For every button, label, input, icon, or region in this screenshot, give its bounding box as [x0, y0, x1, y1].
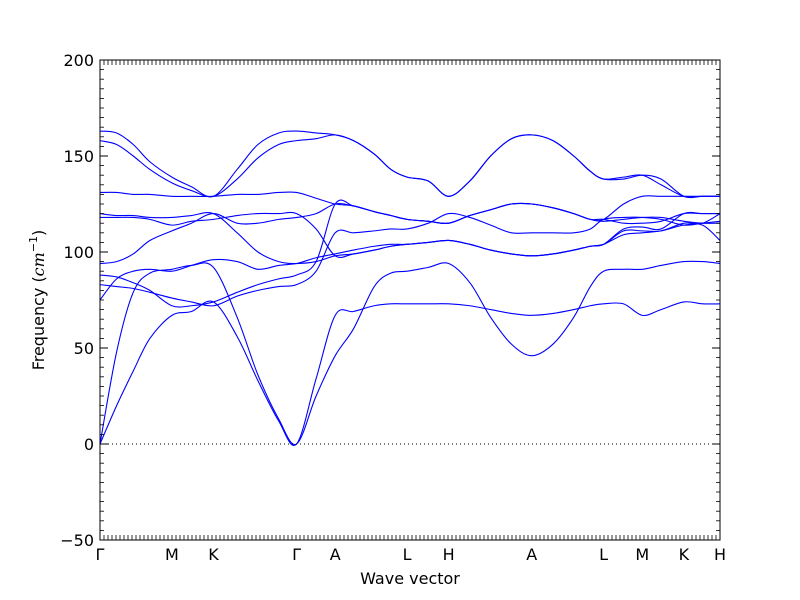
phonon-branch-9: [99, 191, 720, 225]
y-tick-label: 150: [63, 147, 94, 166]
series-layer: [99, 130, 721, 447]
x-tick-label: M: [165, 545, 179, 564]
y-axis-label-unit: cm: [29, 252, 48, 276]
x-tick-label: Γ: [96, 545, 105, 564]
phonon-branch-5: [99, 199, 721, 308]
y-tick-label: 100: [63, 243, 94, 262]
phonon-branch-4: [99, 212, 721, 307]
y-tick-label: 200: [63, 51, 94, 70]
y-axis-label-exponent: −1: [27, 236, 40, 252]
x-tick-label: Γ: [292, 545, 301, 564]
phonon-branch-7: [99, 212, 721, 265]
y-axis-label: Frequency (cm−1): [27, 230, 48, 371]
y-tick-label: 50: [74, 339, 94, 358]
tick-label-layer: −50 0 50 100 150 200 Γ M K Γ A L H A L M K H: [60, 51, 726, 564]
phonon-branch-11: [99, 130, 720, 198]
x-tick-label: K: [208, 545, 219, 564]
phonon-branch-3: [99, 223, 721, 301]
x-tick-label: A: [330, 545, 341, 564]
x-tick-label: M: [635, 545, 649, 564]
phonon-branch-1: [99, 260, 721, 446]
x-tick-label: L: [403, 545, 412, 564]
y-tick-label: −50: [60, 531, 94, 550]
x-tick-label: H: [714, 545, 726, 564]
y-axis-label-close: ): [29, 230, 48, 236]
x-tick-label: L: [599, 545, 608, 564]
tick-layer: [99, 59, 721, 541]
x-tick-label: H: [443, 545, 455, 564]
y-tick-label: 0: [84, 435, 94, 454]
plot-frame: [99, 59, 721, 541]
x-axis-label: Wave vector: [360, 569, 460, 588]
x-tick-label: A: [526, 545, 537, 564]
x-tick-label: K: [679, 545, 690, 564]
y-axis-label-text: Frequency (: [29, 276, 48, 370]
phonon-branch-2: [99, 300, 721, 447]
